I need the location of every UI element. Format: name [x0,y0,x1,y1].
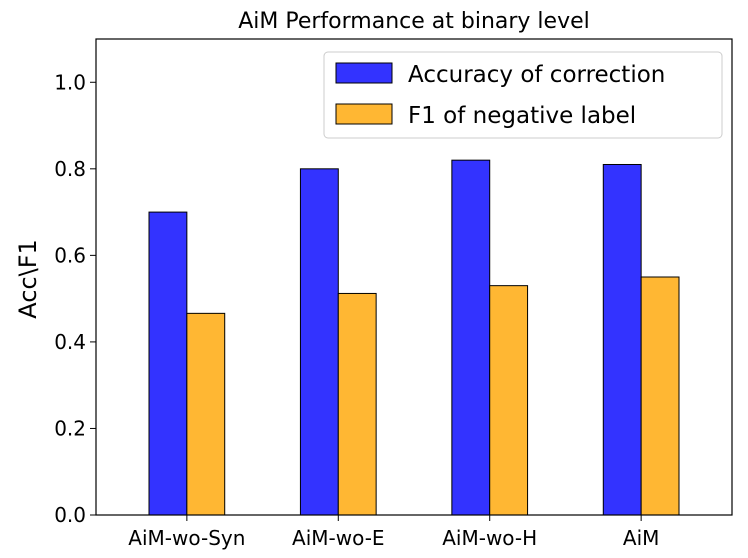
y-tick-label: 0.8 [54,157,86,181]
y-tick-label: 1.0 [54,70,86,94]
x-tick-label: AiM-wo-E [292,526,385,550]
y-tick-label: 0.0 [54,503,86,527]
bar-accuracy-aim [602,163,642,516]
x-tick-label: AiM-wo-H [442,526,537,550]
legend-swatch-f1 [335,103,393,125]
bar-accuracy-aim-wo-h [451,159,491,516]
plot-frame [95,38,733,516]
legend-swatch-accuracy [335,62,393,84]
bar-f1-aim [640,276,680,516]
legend-label-accuracy: Accuracy of correction [408,62,665,88]
y-tick-label: 0.2 [54,416,86,440]
bar-f1-aim-wo-syn [186,312,226,516]
bar-f1-aim-wo-h [489,285,529,516]
bar-accuracy-aim-wo-e [299,168,339,516]
legend-box [323,51,723,139]
x-tick-label: AiM-wo-Syn [128,526,245,550]
y-axis-label: Acc\F1 [14,239,42,319]
bars-group [148,159,680,516]
y-tick-label: 0.6 [54,243,86,267]
chart-title: AiM Performance at binary level [238,9,590,34]
x-tick-label: AiM [623,526,660,550]
bar-f1-aim-wo-e [337,292,377,516]
legend: Accuracy of correction F1 of negative la… [323,51,723,139]
bar-accuracy-aim-wo-syn [148,211,188,516]
axis-ticks-group: 0.0 0.2 0.4 0.6 0.8 1.0 AiM-wo-Syn AiM-wo-E AiM-… [54,70,659,550]
y-tick-label: 0.4 [54,330,86,354]
legend-label-f1: F1 of negative label [408,103,636,129]
